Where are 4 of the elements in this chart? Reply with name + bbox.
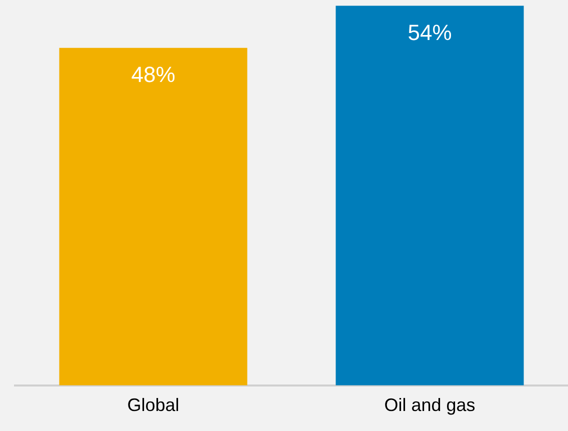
x-tick-label: Oil and gas (384, 395, 476, 416)
data-label: 48% (131, 62, 176, 87)
data-label: 54% (408, 20, 452, 45)
x-tick-label: Global (127, 395, 180, 416)
